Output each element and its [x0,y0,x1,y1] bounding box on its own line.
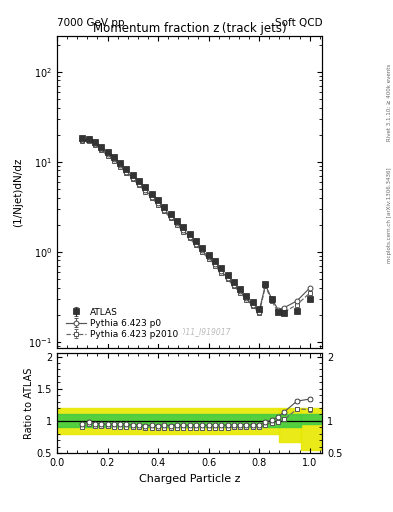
Title: Momentum fraction z (track jets): Momentum fraction z (track jets) [93,22,286,35]
Text: 7000 GeV pp: 7000 GeV pp [57,18,125,28]
X-axis label: Charged Particle z: Charged Particle z [139,474,241,483]
Text: Rivet 3.1.10; ≥ 400k events: Rivet 3.1.10; ≥ 400k events [387,64,392,141]
Legend: ATLAS, Pythia 6.423 p0, Pythia 6.423 p2010: ATLAS, Pythia 6.423 p0, Pythia 6.423 p20… [61,303,183,344]
Text: mcplots.cern.ch [arXiv:1306.3436]: mcplots.cern.ch [arXiv:1306.3436] [387,167,392,263]
Text: Soft QCD: Soft QCD [275,18,322,28]
Y-axis label: (1/Njet)dN/dz: (1/Njet)dN/dz [13,157,23,227]
Y-axis label: Ratio to ATLAS: Ratio to ATLAS [24,368,34,439]
Text: ATLAS_2011_I919017: ATLAS_2011_I919017 [149,327,231,336]
